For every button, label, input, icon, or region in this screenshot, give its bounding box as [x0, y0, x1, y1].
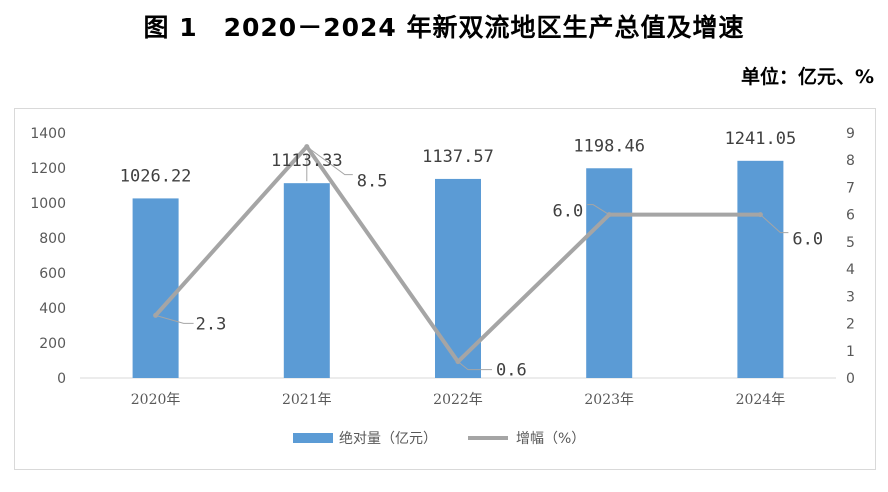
y-right-tick-label: 5 [846, 235, 855, 251]
line-label-leader [155, 314, 194, 324]
y-left-tick-label: 600 [39, 266, 66, 282]
y-right-tick-label: 6 [846, 208, 855, 224]
y-right-tick-label: 8 [846, 153, 855, 169]
y-left-tick-label: 1400 [30, 126, 66, 142]
bar-value-label: 1241.05 [725, 129, 797, 149]
bar-value-label: 1137.57 [422, 147, 494, 167]
y-left-tick-label: 200 [39, 336, 66, 352]
y-left-tick-label: 800 [39, 231, 66, 247]
line-value-label: 6.0 [552, 202, 583, 222]
growth-point [606, 212, 612, 218]
line-value-label: 8.5 [357, 172, 388, 192]
bar [586, 168, 633, 378]
bar [132, 198, 179, 378]
y-right-tick-label: 7 [846, 180, 855, 196]
legend-bar-label: 绝对量（亿元） [339, 431, 437, 447]
unit-label: 单位：亿元、% [740, 66, 874, 88]
y-right-tick-label: 1 [846, 344, 855, 360]
y-left-tick-label: 0 [57, 371, 66, 387]
bar-value-label: 1113.33 [271, 151, 343, 171]
y-left-tick-label: 1200 [30, 161, 66, 177]
x-category-label: 2023年 [584, 392, 634, 408]
y-left-tick-label: 1000 [30, 196, 66, 212]
line-label-leader [587, 204, 610, 216]
line-label-leader [306, 146, 353, 176]
growth-point [757, 212, 763, 218]
legend-line-label: 增幅（%） [516, 431, 585, 447]
y-right-tick-label: 9 [846, 126, 855, 142]
y-left-tick-label: 400 [39, 301, 66, 317]
x-category-label: 2020年 [131, 392, 181, 408]
x-category-label: 2022年 [433, 392, 483, 408]
bar-value-label: 1198.46 [573, 136, 645, 156]
y-right-tick-label: 0 [846, 371, 855, 387]
line-label-leader [760, 214, 789, 234]
line-value-label: 0.6 [496, 361, 527, 381]
growth-point [153, 312, 159, 318]
x-category-label: 2024年 [736, 392, 786, 408]
x-category-label: 2021年 [282, 392, 332, 408]
line-label-leader [457, 361, 492, 371]
bar-value-label: 1026.22 [120, 166, 192, 186]
chart-frame [14, 108, 876, 470]
legend-bar-swatch [293, 433, 333, 443]
y-right-tick-label: 2 [846, 317, 855, 333]
growth-point [304, 144, 310, 150]
growth-point [455, 359, 461, 365]
bar [737, 160, 784, 378]
y-right-tick-label: 4 [846, 262, 855, 278]
bar [283, 183, 330, 378]
line-value-label: 2.3 [196, 314, 227, 334]
chart-title: 图 1 2020－2024 年新双流地区生产总值及增速 [143, 13, 745, 42]
y-right-tick-label: 3 [846, 289, 855, 305]
line-value-label: 6.0 [792, 230, 823, 250]
